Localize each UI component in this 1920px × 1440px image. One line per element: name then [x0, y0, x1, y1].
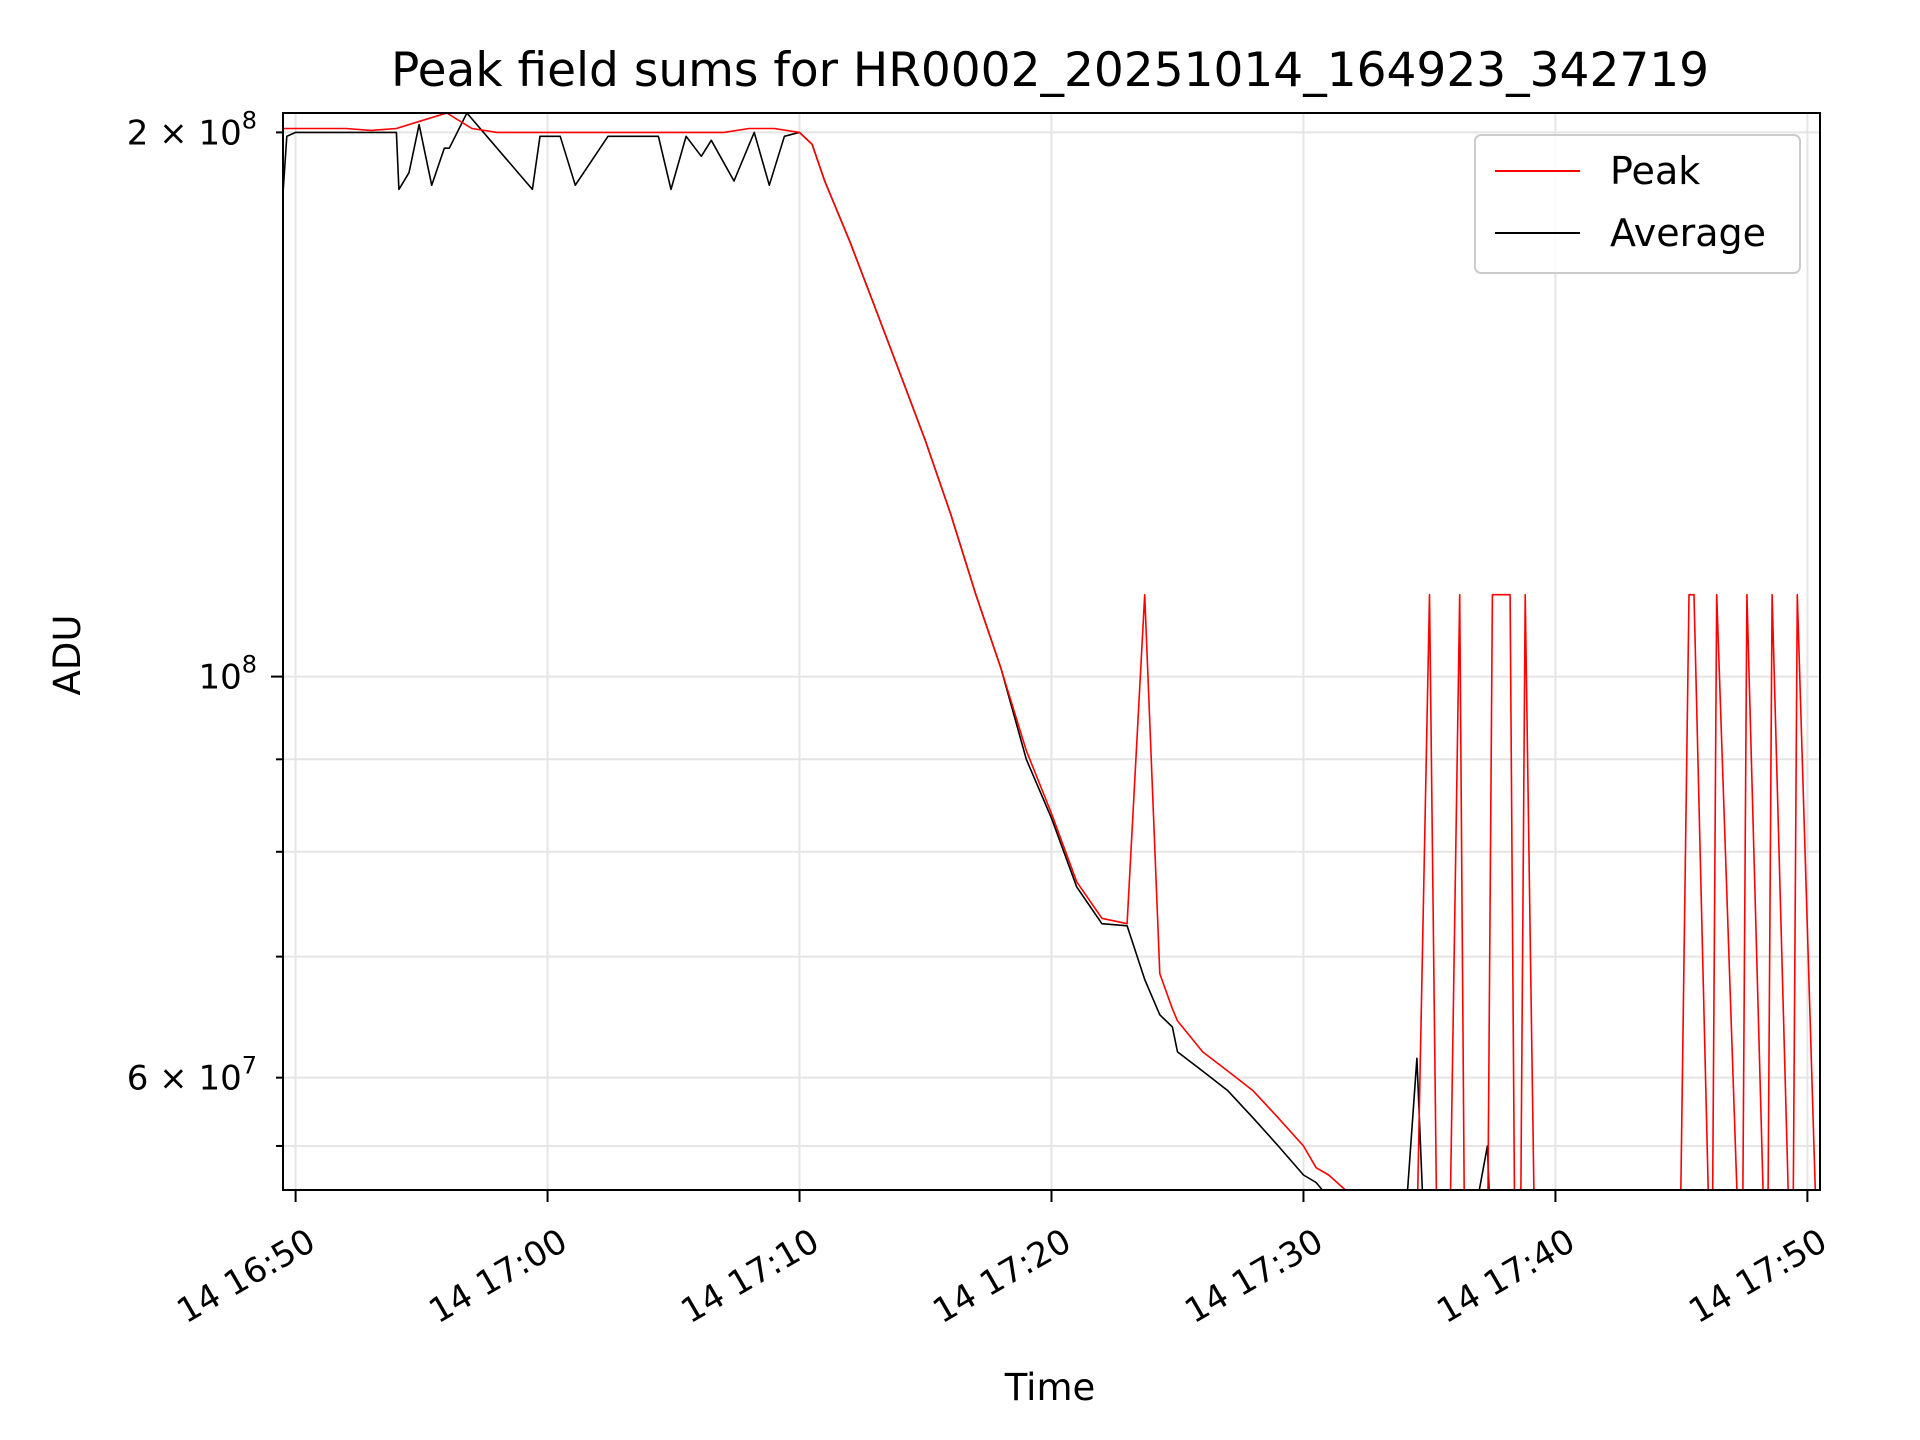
series-lines — [283, 113, 1817, 1190]
series-line-peak — [283, 113, 1817, 1190]
y-tick-label: 6 × 107 — [127, 1052, 257, 1099]
legend-label-average: Average — [1610, 211, 1766, 255]
legend: Peak Average — [1474, 134, 1801, 274]
y-axis-label: ADU — [46, 615, 89, 696]
y-tick-label: 2 × 108 — [127, 106, 257, 153]
series-line-average — [283, 113, 1490, 1190]
x-axis-label: Time — [1004, 1366, 1096, 1409]
legend-box — [1474, 134, 1801, 274]
y-tick-label: 108 — [198, 651, 257, 698]
legend-label-peak: Peak — [1610, 149, 1700, 193]
chart-title: Peak field sums for HR0002_20251014_1649… — [391, 43, 1709, 98]
